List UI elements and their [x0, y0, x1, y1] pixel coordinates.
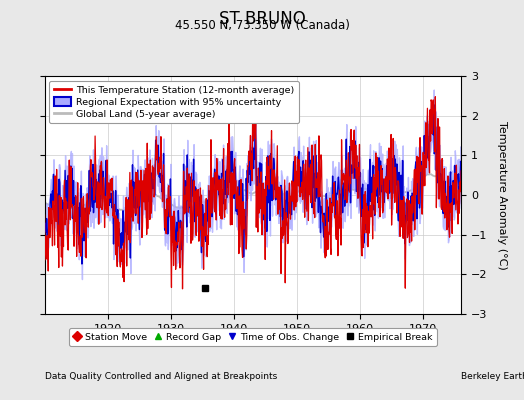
Text: ST BRUNO: ST BRUNO	[219, 10, 305, 28]
Legend: This Temperature Station (12-month average), Regional Expectation with 95% uncer: This Temperature Station (12-month avera…	[49, 81, 299, 123]
Text: Data Quality Controlled and Aligned at Breakpoints: Data Quality Controlled and Aligned at B…	[45, 372, 277, 381]
Legend: Station Move, Record Gap, Time of Obs. Change, Empirical Break: Station Move, Record Gap, Time of Obs. C…	[69, 328, 437, 346]
Y-axis label: Temperature Anomaly (°C): Temperature Anomaly (°C)	[497, 121, 507, 269]
Text: 45.550 N, 73.350 W (Canada): 45.550 N, 73.350 W (Canada)	[174, 19, 350, 32]
Text: Berkeley Earth: Berkeley Earth	[461, 372, 524, 381]
